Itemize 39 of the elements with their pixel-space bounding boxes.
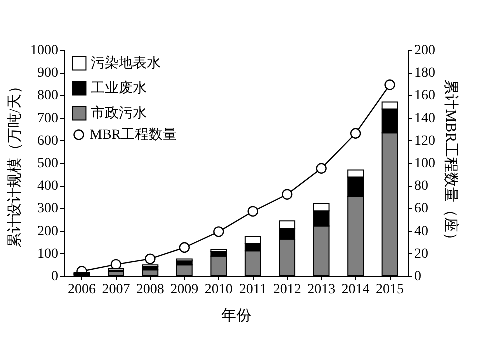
y2-tick-label: 160 bbox=[414, 88, 436, 104]
x-tick-label: 2011 bbox=[239, 282, 267, 298]
y-tick-label: 0 bbox=[52, 270, 58, 284]
x-tick-label: 2009 bbox=[170, 282, 199, 298]
x-tick-label: 2013 bbox=[308, 282, 336, 298]
y2-tick-label: 200 bbox=[414, 44, 436, 58]
y2-tick-label: 20 bbox=[414, 246, 428, 262]
y-tick-label: 500 bbox=[38, 156, 58, 172]
x-tick-label: 2010 bbox=[204, 282, 233, 298]
y-tick-label: 400 bbox=[38, 179, 58, 194]
y-tick-label: 800 bbox=[38, 88, 58, 104]
y-tick-label: 300 bbox=[38, 202, 58, 217]
y-axis-title: 累计设计规模（万吨/天） bbox=[6, 78, 24, 248]
y2-tick-label: 0 bbox=[414, 270, 422, 284]
x-tick-label: 2014 bbox=[342, 282, 370, 298]
legend-label: 工业废水 bbox=[91, 80, 147, 96]
y-tick-label: 700 bbox=[38, 111, 58, 126]
y2-tick-label: 100 bbox=[414, 156, 436, 172]
legend-label: 污染地表水 bbox=[91, 56, 161, 72]
x-tick-label: 2006 bbox=[68, 282, 96, 298]
y2-tick-label: 140 bbox=[414, 111, 436, 126]
y2-tick-label: 120 bbox=[414, 134, 436, 149]
y-tick-label: 900 bbox=[38, 66, 58, 82]
y2-tick-label: 40 bbox=[414, 224, 428, 240]
y2-tick-label: 180 bbox=[414, 66, 436, 82]
legend-label: MBR工程数量 bbox=[90, 127, 178, 143]
y-tick-label: 1000 bbox=[30, 44, 58, 58]
y-tick-label: 100 bbox=[38, 246, 58, 262]
y-tick-label: 600 bbox=[38, 134, 58, 149]
y2-tick-label: 80 bbox=[414, 179, 428, 194]
x-tick-label: 2015 bbox=[376, 282, 404, 298]
x-axis-title: 年份 bbox=[222, 308, 252, 324]
x-tick-label: 2008 bbox=[136, 282, 164, 298]
y2-tick-label: 60 bbox=[414, 202, 428, 217]
legend-label: 市政污水 bbox=[91, 106, 147, 122]
x-tick-label: 2007 bbox=[102, 282, 130, 298]
y-tick-label: 200 bbox=[38, 224, 58, 240]
x-tick-label: 2012 bbox=[273, 282, 302, 298]
y2-axis-title: 累计MBR工程数量（座） bbox=[442, 79, 460, 248]
